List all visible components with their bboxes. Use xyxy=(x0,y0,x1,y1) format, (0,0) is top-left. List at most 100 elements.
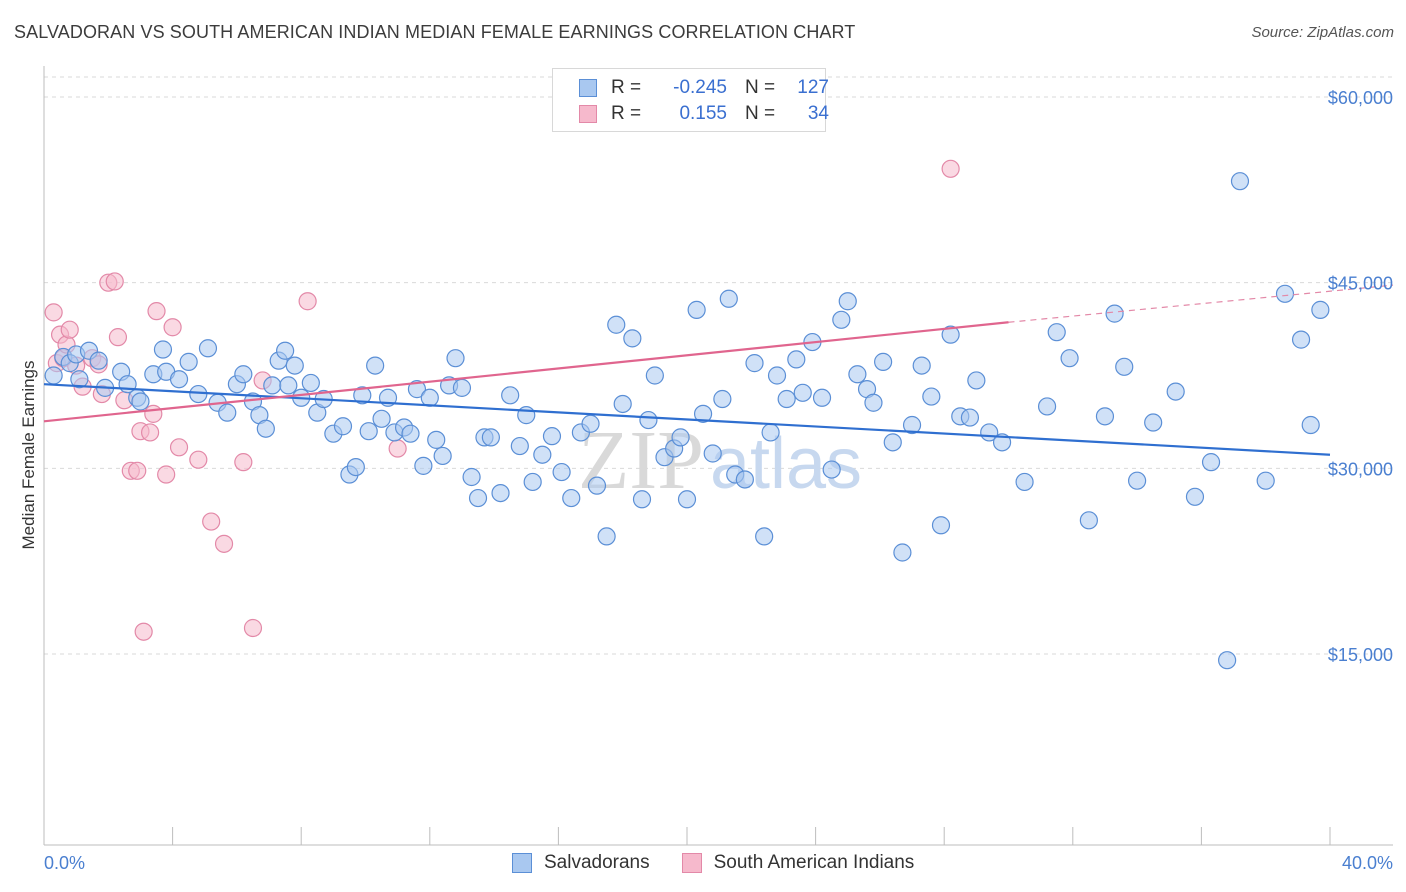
legend-item-south-american-indians[interactable]: South American Indians xyxy=(681,852,915,874)
y-tick-label: $30,000 xyxy=(1328,459,1393,479)
data-point-salvadoran xyxy=(401,424,420,443)
data-point-south-american-indian xyxy=(941,159,960,178)
data-point-south-american-indian xyxy=(128,461,147,480)
data-point-salvadoran xyxy=(761,423,780,442)
y-axis-title: Median Female Earnings xyxy=(19,361,38,550)
data-point-salvadoran xyxy=(960,408,980,427)
data-point-south-american-indian xyxy=(140,423,160,442)
data-point-salvadoran xyxy=(671,428,690,447)
data-point-salvadoran xyxy=(645,366,664,385)
data-point-salvadoran xyxy=(353,386,372,405)
data-point-salvadoran xyxy=(263,376,282,395)
data-point-salvadoran xyxy=(491,483,510,503)
trend-lines xyxy=(43,284,1394,456)
data-point-salvadoran xyxy=(687,300,706,319)
legend-r-value: -0.245 xyxy=(673,77,727,98)
data-point-salvadoran xyxy=(542,427,562,446)
data-point-salvadoran xyxy=(607,315,626,334)
data-point-salvadoran xyxy=(131,392,150,411)
data-point-salvadoran xyxy=(703,444,722,463)
legend-row-salvadorans: R = -0.245 N = 127 xyxy=(579,77,829,99)
legend-r-label: R = xyxy=(611,77,642,98)
legend-r-value: 0.155 xyxy=(679,103,727,124)
grid-lines xyxy=(44,76,1393,655)
data-point-salvadoran xyxy=(89,351,108,370)
data-point-salvadoran xyxy=(864,393,883,412)
data-point-salvadoran xyxy=(745,354,764,373)
data-point-salvadoran xyxy=(510,436,529,456)
data-point-salvadoran xyxy=(414,456,433,475)
data-point-salvadoran xyxy=(1185,487,1205,506)
data-point-salvadoran xyxy=(452,378,472,397)
x-tick-labels: 0.0% 40.0% xyxy=(44,853,1393,873)
data-point-salvadoran xyxy=(632,490,652,509)
data-point-salvadoran xyxy=(562,488,581,508)
data-point-salvadoran xyxy=(767,366,787,385)
data-point-south-american-indian xyxy=(243,618,263,638)
legend-item-salvadorans[interactable]: Salvadorans xyxy=(512,852,650,874)
data-point-salvadoran xyxy=(1095,407,1115,426)
x-tick-label: 40.0% xyxy=(1342,853,1393,873)
data-point-salvadoran xyxy=(420,388,439,407)
data-point-salvadoran xyxy=(1291,330,1311,349)
data-point-salvadoran xyxy=(198,339,218,358)
data-point-south-american-indian xyxy=(144,404,163,423)
data-point-salvadoran xyxy=(713,389,732,409)
data-point-salvadoran xyxy=(462,467,481,487)
data-point-salvadoran xyxy=(407,380,427,399)
data-point-salvadoran xyxy=(427,430,446,449)
trend-line-south-american-indians xyxy=(43,321,1009,423)
data-point-salvadoran xyxy=(1105,304,1124,323)
y-tick-labels: $15,000 $30,000 $45,000 $60,000 xyxy=(1328,88,1393,665)
data-point-salvadoran xyxy=(533,445,552,464)
data-point-salvadoran xyxy=(70,370,89,389)
data-point-salvadoran xyxy=(693,404,713,423)
data-point-salvadoran xyxy=(1115,357,1134,376)
data-point-salvadoran xyxy=(1166,382,1185,401)
data-point-salvadoran xyxy=(967,371,986,390)
data-point-salvadoran xyxy=(912,356,931,375)
data-point-salvadoran xyxy=(468,488,488,508)
data-point-salvadoran xyxy=(902,415,922,435)
data-point-salvadoran xyxy=(812,388,832,407)
data-point-salvadoran xyxy=(613,394,632,414)
axes xyxy=(43,66,1393,846)
data-point-salvadoran xyxy=(777,389,796,409)
data-point-south-american-indian xyxy=(169,438,189,457)
data-point-salvadoran xyxy=(169,370,189,389)
data-point-south-american-indian xyxy=(134,622,153,641)
data-point-south-american-indian xyxy=(234,453,253,472)
data-point-south-american-indian xyxy=(298,292,317,311)
data-point-salvadoran xyxy=(153,340,173,359)
data-point-salvadoran xyxy=(677,490,697,509)
data-point-salvadoran xyxy=(735,470,754,489)
data-point-salvadoran xyxy=(1060,349,1079,368)
data-point-salvadoran xyxy=(279,376,298,395)
data-point-south-american-indian xyxy=(163,318,182,337)
data-point-salvadoran xyxy=(755,527,774,546)
data-point-salvadoran xyxy=(1037,397,1057,416)
data-point-salvadoran xyxy=(256,419,275,438)
legend-row-south-american-indians: R = 0.155 N = 34 xyxy=(579,103,829,125)
data-point-salvadoran xyxy=(234,365,253,384)
legend-swatch-pink xyxy=(579,105,597,123)
data-point-salvadoran xyxy=(218,403,237,422)
data-point-salvadoran xyxy=(552,462,571,482)
data-point-salvadoran xyxy=(639,410,658,430)
y-tick-label: $60,000 xyxy=(1328,88,1393,108)
data-point-salvadoran xyxy=(822,460,841,479)
x-tick-label: 0.0% xyxy=(44,853,85,873)
data-point-salvadoran xyxy=(446,349,465,368)
legend-label: South American Indians xyxy=(713,852,915,873)
data-point-south-american-indian xyxy=(388,439,407,458)
data-point-salvadoran xyxy=(346,457,365,477)
data-point-south-american-indian xyxy=(214,534,234,553)
data-point-salvadoran xyxy=(848,365,867,384)
legend-label: Salvadorans xyxy=(544,852,650,873)
legend-n-value: 127 xyxy=(797,77,829,98)
data-point-salvadoran xyxy=(481,428,500,447)
data-point-salvadoran xyxy=(1201,453,1221,472)
legend-r-label: R = xyxy=(611,103,642,124)
watermark: ZIPatlas xyxy=(578,414,862,507)
